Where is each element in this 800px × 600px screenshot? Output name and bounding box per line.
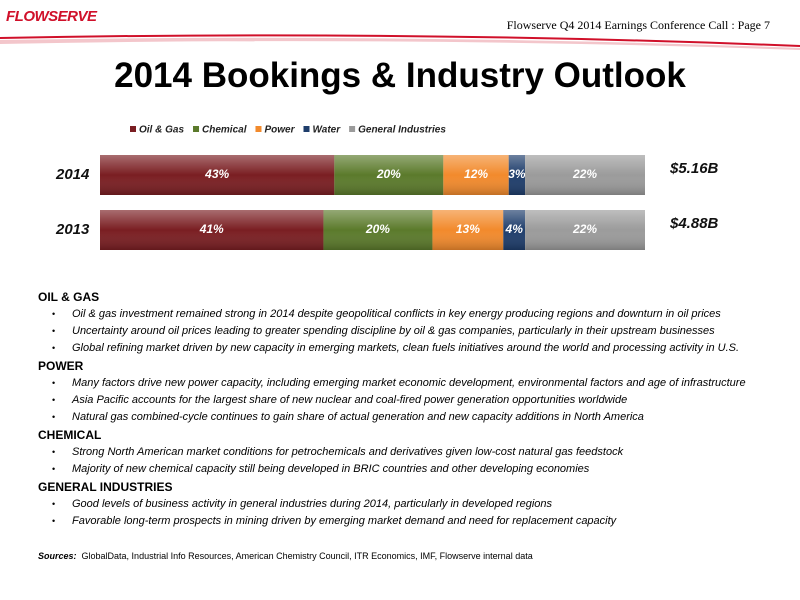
bar-gloss — [432, 210, 504, 250]
sources-text: GlobalData, Industrial Info Resources, A… — [81, 551, 533, 561]
bullet: Good levels of business activity in gene… — [52, 498, 552, 510]
header-shade — [0, 37, 800, 50]
bar-gloss — [100, 210, 324, 250]
header-line — [0, 34, 800, 47]
value-label: 20% — [365, 222, 390, 236]
bullet: Global refining market driven by new cap… — [52, 342, 739, 354]
header-band — [0, 34, 800, 50]
section-heading: GENERAL INDUSTRIES — [38, 480, 173, 494]
bullet: Oil & gas investment remained strong in … — [52, 308, 721, 320]
section-heading: OIL & GAS — [38, 290, 100, 304]
legend-label: Water — [313, 125, 342, 136]
legend-label: Power — [264, 125, 295, 136]
legend-swatch — [255, 126, 262, 132]
value-label: 3% — [508, 167, 526, 181]
bar-gloss — [503, 210, 526, 250]
total-label: $5.16B — [669, 160, 719, 177]
value-label: 12% — [464, 167, 488, 181]
category-label: 2013 — [55, 221, 90, 238]
value-label: 22% — [572, 222, 597, 236]
legend-swatch — [130, 126, 136, 132]
bullet: Uncertainty around oil prices leading to… — [52, 325, 715, 337]
bullet: Majority of new chemical capacity still … — [52, 463, 589, 475]
category-label: 2014 — [55, 166, 90, 183]
header-text: Flowserve Q4 2014 Earnings Conference Ca… — [506, 18, 770, 32]
total-label: $4.88B — [669, 215, 719, 232]
bullet: Asia Pacific accounts for the largest sh… — [52, 394, 627, 406]
logo: FLOWSERVE — [6, 8, 97, 25]
value-label: 22% — [572, 167, 597, 181]
bar-gloss — [323, 210, 433, 250]
bar-gloss — [334, 155, 444, 195]
legend-label: Chemical — [202, 125, 247, 136]
bullet: Favorable long-term prospects in mining … — [52, 515, 616, 527]
sources-label: Sources: — [38, 551, 77, 561]
value-label: 43% — [204, 167, 229, 181]
bullet: Natural gas combined-cycle continues to … — [52, 411, 644, 423]
bar-gloss — [508, 155, 526, 195]
legend-swatch — [349, 126, 356, 132]
value-label: 4% — [505, 222, 524, 236]
slide-title: 2014 Bookings & Industry Outlook — [114, 56, 686, 95]
bar-gloss — [525, 155, 645, 195]
bullet: Many factors drive new power capacity, i… — [52, 377, 746, 389]
bullet: Strong North American market conditions … — [52, 446, 623, 458]
sources: Sources: GlobalData, Industrial Info Res… — [38, 551, 533, 561]
value-label: 41% — [199, 222, 224, 236]
value-label: 20% — [376, 167, 401, 181]
section-heading: POWER — [38, 359, 84, 373]
value-label: 13% — [456, 222, 480, 236]
section-heading: CHEMICAL — [38, 428, 102, 442]
legend-swatch — [303, 126, 310, 132]
legend-swatch — [193, 126, 200, 132]
legend-label: General Industries — [358, 125, 446, 136]
bar-gloss — [100, 155, 335, 195]
bar-gloss — [525, 210, 645, 250]
legend-label: Oil & Gas — [139, 125, 184, 136]
bar-gloss — [443, 155, 509, 195]
chart: Oil & Gas Chemical Power Water General Indus… — [55, 125, 719, 250]
